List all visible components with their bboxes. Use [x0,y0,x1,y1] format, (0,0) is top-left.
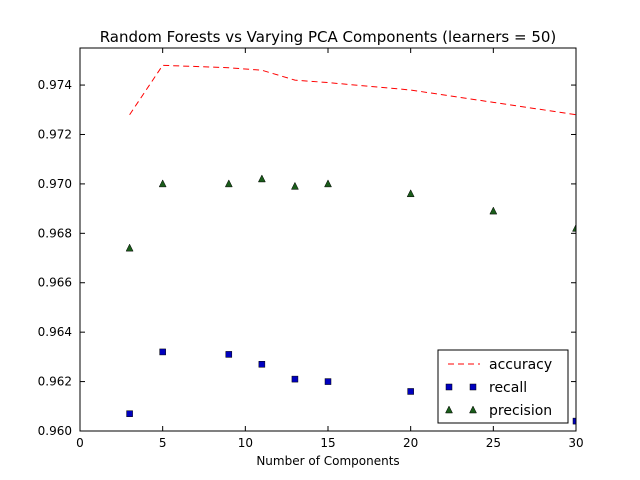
x-tick-label: 30 [568,436,583,450]
recall-point [572,417,576,425]
x-tick-label: 20 [403,436,418,450]
legend-box [437,349,569,424]
plot-area [125,64,576,425]
legend-marker-recall [469,383,477,391]
legend-marker-precision [469,405,477,414]
precision-point [406,189,415,198]
precision-point [489,206,498,215]
y-tick-label: 0.964 [38,325,72,339]
precision-point [158,179,167,188]
y-tick-label: 0.966 [38,276,72,290]
y-tick-label: 0.962 [38,375,72,389]
precision-point [224,179,233,188]
legend-label-precision: precision [489,403,552,419]
recall-point [159,348,166,356]
y-tick-label: 0.970 [38,177,72,191]
precision-point [572,223,576,232]
recall-point [225,351,233,358]
x-tick-label: 0 [76,436,84,450]
ticks-layer: 0 5 10 15 20 25 30 0.960 0.962 0.964 0.966 0.968 0.9… [38,48,584,450]
plot-frame [79,47,577,432]
recall-point [126,410,133,417]
recall-point [407,388,414,395]
y-tick-label: 0.972 [38,127,72,141]
legend-marker-precision [445,405,453,414]
legend: accuracy recall precision [437,349,569,424]
y-tick-label: 0.968 [38,226,72,240]
x-tick-label: 25 [486,436,501,450]
precision-point [291,181,299,190]
precision-point [324,179,332,188]
chart-title: Random Forests vs Varying PCA Components… [100,28,557,46]
precision-point [125,243,134,252]
series-line-accuracy [129,64,576,116]
legend-label-accuracy: accuracy [489,357,552,373]
x-axis-label: Number of Components [256,454,399,468]
x-tick-label: 15 [320,436,335,450]
x-tick-label: 10 [238,436,253,450]
recall-point [258,361,266,368]
legend-label-recall: recall [489,380,527,396]
recall-point [324,378,332,385]
y-tick-label: 0.960 [38,424,72,438]
precision-point [257,174,266,183]
y-tick-label: 0.974 [38,78,72,92]
legend-marker-recall [445,383,453,391]
x-tick-label: 5 [159,436,167,450]
recall-point [291,375,299,383]
series-layer [125,64,576,425]
